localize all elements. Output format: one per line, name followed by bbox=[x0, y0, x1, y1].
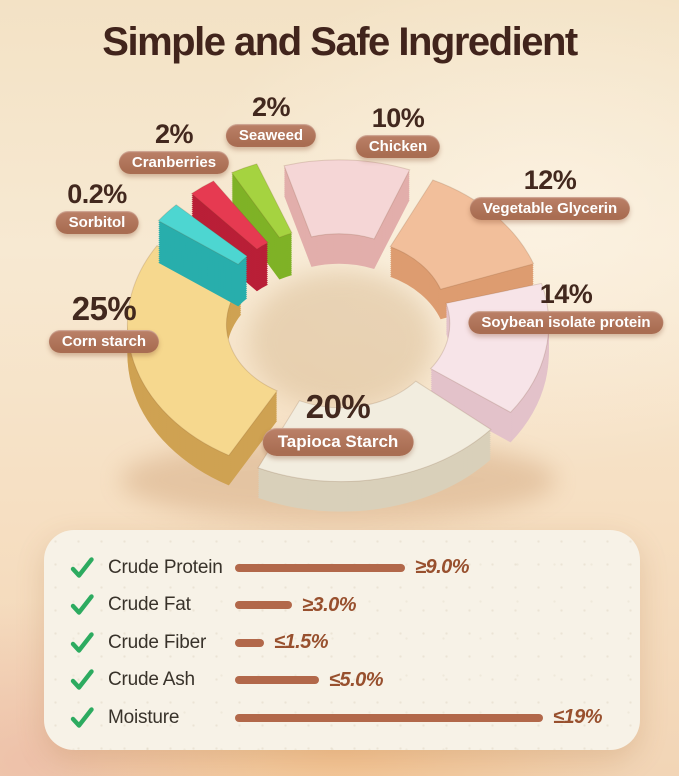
analysis-label: Moisture bbox=[108, 706, 180, 728]
check-icon bbox=[70, 557, 94, 578]
slice-label-soybean-isolate-protein: 14% Soybean isolate protein bbox=[468, 279, 664, 335]
slice-label-corn-starch: 25% Corn starch bbox=[48, 290, 160, 353]
slice-pct: 2% bbox=[251, 92, 291, 122]
analysis-bar bbox=[235, 713, 543, 722]
analysis-label: Crude Protein bbox=[108, 556, 223, 578]
analysis-bar bbox=[235, 601, 292, 610]
analysis-bar bbox=[235, 676, 319, 685]
analysis-label: Crude Fat bbox=[108, 594, 191, 616]
analysis-label: Crude Fiber bbox=[108, 631, 207, 653]
slice-pct: 12% bbox=[523, 165, 577, 195]
slice-pct: 10% bbox=[371, 103, 425, 133]
analysis-row: Crude Protein ≥9.0% bbox=[44, 549, 640, 587]
analysis-label: Crude Ash bbox=[108, 669, 195, 691]
slice-name-pill: Chicken bbox=[355, 135, 441, 159]
slice-pct: 20% bbox=[305, 388, 371, 425]
analysis-value: ≤5.0% bbox=[329, 668, 384, 691]
analysis-row: Moisture ≤19% bbox=[44, 699, 640, 737]
slice-name-pill: Vegetable Glycerin bbox=[469, 197, 631, 221]
check-icon bbox=[70, 669, 94, 690]
slice-name-pill: Seaweed bbox=[225, 124, 317, 148]
analysis-bar bbox=[235, 638, 264, 647]
analysis-bar bbox=[235, 563, 405, 572]
analysis-value: ≤1.5% bbox=[274, 631, 329, 654]
guaranteed-analysis-card: Crude Protein ≥9.0% Crude Fat ≥3.0% Crud… bbox=[44, 530, 640, 750]
slice-name-pill: Cranberries bbox=[118, 151, 230, 175]
slice-name-pill: Soybean isolate protein bbox=[468, 311, 664, 335]
analysis-row: Crude Fat ≥3.0% bbox=[44, 587, 640, 625]
page-title: Simple and Safe Ingredient bbox=[102, 20, 578, 64]
analysis-row: Crude Ash ≤5.0% bbox=[44, 662, 640, 700]
slice-pct: 14% bbox=[539, 279, 593, 309]
slice-pct: 2% bbox=[154, 119, 194, 149]
slice-label-seaweed: 2% Seaweed bbox=[225, 92, 317, 148]
slice-label-tapioca-starch: 20% Tapioca Starch bbox=[262, 388, 414, 456]
analysis-value: ≥9.0% bbox=[415, 556, 470, 579]
check-icon bbox=[70, 594, 94, 615]
slice-label-cranberries: 2% Cranberries bbox=[118, 119, 230, 175]
analysis-value: ≥3.0% bbox=[302, 593, 357, 616]
analysis-row: Crude Fiber ≤1.5% bbox=[44, 624, 640, 662]
slice-label-vegetable-glycerin: 12% Vegetable Glycerin bbox=[469, 165, 631, 221]
slice-name-pill: Sorbitol bbox=[55, 211, 139, 235]
slice-pct: 25% bbox=[71, 290, 137, 327]
analysis-value: ≤19% bbox=[553, 706, 603, 729]
slice-label-chicken: 10% Chicken bbox=[355, 103, 441, 159]
check-icon bbox=[70, 707, 94, 728]
slice-label-sorbitol: 0.2% Sorbitol bbox=[55, 179, 139, 235]
slice-name-pill: Corn starch bbox=[48, 329, 160, 353]
slice-pct: 0.2% bbox=[67, 179, 127, 209]
slice-name-pill: Tapioca Starch bbox=[262, 427, 414, 456]
check-icon bbox=[70, 632, 94, 653]
